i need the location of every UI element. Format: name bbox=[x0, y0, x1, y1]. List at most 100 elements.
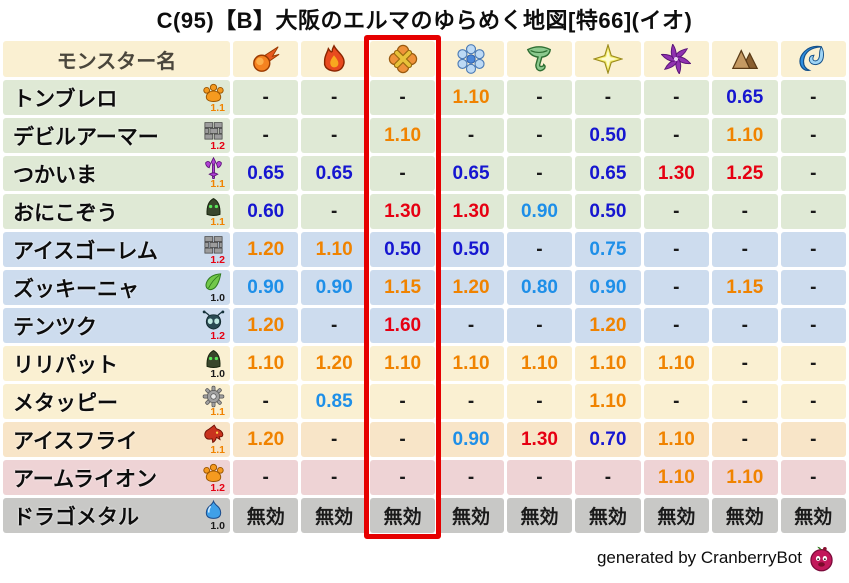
value-cell: 0.50 bbox=[438, 232, 504, 267]
value-cell: - bbox=[301, 422, 367, 457]
value-cell: 0.90 bbox=[233, 270, 299, 305]
table-row: トンブレロ 1.1- - -1.10- - -0.65- bbox=[3, 80, 846, 115]
table-row: メタッピー 1.1-0.85- - -1.10- - - bbox=[3, 384, 846, 419]
slime-icon bbox=[202, 499, 225, 522]
monster-name-cell: リリパット 1.0 bbox=[3, 346, 230, 381]
monster-icon-stack: 1.0 bbox=[202, 271, 225, 304]
leaf-icon bbox=[202, 271, 225, 294]
cranberry-bot-icon bbox=[808, 545, 835, 572]
monster-scale: 1.1 bbox=[210, 406, 225, 419]
value-cell: 無効 bbox=[438, 498, 504, 533]
value-cell: 1.25 bbox=[712, 156, 778, 191]
monster-table-body: トンブレロ 1.1- - -1.10- - -0.65- デビルアーマー 1.2- -1.10-… bbox=[3, 80, 846, 533]
monster-name: デビルアーマー bbox=[13, 125, 159, 149]
value-cell: 0.65 bbox=[575, 156, 641, 191]
value-cell: - bbox=[575, 80, 641, 115]
value-cell: - bbox=[780, 346, 846, 381]
value-cell: - bbox=[233, 80, 299, 115]
value-cell: - bbox=[575, 460, 641, 495]
table-row: デビルアーマー 1.2- -1.10- -0.50-1.10- bbox=[3, 118, 846, 153]
value-cell: 無効 bbox=[369, 498, 436, 533]
monster-name-cell: つかいま 1.1 bbox=[3, 156, 230, 191]
monster-icon-stack: 1.1 bbox=[202, 385, 225, 418]
monster-name: アイスゴーレム bbox=[13, 239, 158, 263]
value-cell: - bbox=[506, 80, 573, 115]
monster-icon-stack: 1.2 bbox=[202, 309, 225, 342]
value-cell: - bbox=[506, 384, 573, 419]
value-cell: - bbox=[643, 270, 710, 305]
value-cell: - bbox=[780, 80, 846, 115]
monster-scale: 1.2 bbox=[210, 254, 225, 267]
value-cell: 無効 bbox=[301, 498, 367, 533]
monster-name: ドラゴメタル bbox=[13, 505, 139, 529]
value-cell: 0.70 bbox=[575, 422, 641, 457]
value-cell: 1.10 bbox=[233, 346, 299, 381]
monster-icon-stack: 1.2 bbox=[202, 233, 225, 266]
value-cell: 無効 bbox=[712, 498, 778, 533]
value-cell: 1.10 bbox=[369, 346, 436, 381]
table-row: リリパット 1.0 1.10 1.20 1.10 1.10 1.10 1.10 1.10- - bbox=[3, 346, 846, 381]
value-cell: 1.10 bbox=[643, 346, 710, 381]
value-cell: 0.50 bbox=[369, 232, 436, 267]
monster-icon-stack: 1.1 bbox=[202, 81, 225, 114]
value-cell: 1.10 bbox=[506, 346, 573, 381]
value-cell: - bbox=[301, 194, 367, 229]
value-cell: 0.50 bbox=[575, 118, 641, 153]
mountain-icon bbox=[730, 44, 760, 74]
monster-scale: 1.2 bbox=[210, 330, 225, 343]
gear-icon bbox=[202, 385, 225, 408]
monster-icon-stack: 1.2 bbox=[202, 119, 225, 152]
value-cell: 無効 bbox=[575, 498, 641, 533]
bug-icon bbox=[202, 309, 225, 332]
monster-scale: 1.1 bbox=[210, 444, 225, 457]
element-header-doruma bbox=[643, 41, 710, 77]
monster-name-cell: テンツク 1.2 bbox=[3, 308, 230, 343]
value-cell: 0.65 bbox=[438, 156, 504, 191]
element-header-hyado bbox=[438, 41, 504, 77]
table-row: おにこぞう 1.1 0.60-1.30 1.30 0.90 0.50- - - bbox=[3, 194, 846, 229]
value-cell: 0.90 bbox=[438, 422, 504, 457]
value-cell: 1.10 bbox=[438, 80, 504, 115]
monster-scale: 1.0 bbox=[210, 520, 225, 533]
value-cell: - bbox=[712, 232, 778, 267]
monster-scale: 1.2 bbox=[210, 140, 225, 153]
credit-text: generated by CranberryBot bbox=[596, 548, 802, 567]
value-cell: 1.15 bbox=[712, 270, 778, 305]
value-cell: - bbox=[369, 460, 436, 495]
table-row: テンツク 1.2 1.20-1.60- -1.20- - - bbox=[3, 308, 846, 343]
monster-name: リリパット bbox=[13, 353, 118, 377]
monster-icon-stack: 1.2 bbox=[202, 461, 225, 494]
paw-icon bbox=[202, 81, 225, 104]
monster-name: アイスフライ bbox=[13, 429, 138, 453]
value-cell: 無効 bbox=[233, 498, 299, 533]
monster-name: トンブレロ bbox=[13, 87, 118, 111]
value-cell: - bbox=[369, 80, 436, 115]
explosion-icon bbox=[388, 44, 418, 74]
value-cell: 1.30 bbox=[506, 422, 573, 457]
element-header-dein bbox=[575, 41, 641, 77]
value-cell: - bbox=[369, 156, 436, 191]
value-cell: - bbox=[438, 308, 504, 343]
value-cell: - bbox=[369, 384, 436, 419]
footer: generated by CranberryBot bbox=[0, 536, 849, 580]
value-cell: - bbox=[438, 460, 504, 495]
element-header-mera bbox=[233, 41, 299, 77]
monster-name-cell: メタッピー 1.1 bbox=[3, 384, 230, 419]
page-title: C(95)【B】大阪のエルマのゆらめく地図[特66](イオ) bbox=[156, 8, 693, 33]
monster-icon-stack: 1.1 bbox=[202, 157, 225, 190]
monster-table: モンスター名 トンブレロ 1.1- - -1.10- - -0.65- デビルアーマー 1.2… bbox=[0, 38, 849, 536]
value-cell: 1.15 bbox=[369, 270, 436, 305]
value-cell: 0.60 bbox=[233, 194, 299, 229]
table-row: ドラゴメタル 1.0 無効 無効 無効 無効 無効 無効 無効 無効 無効 bbox=[3, 498, 846, 533]
snowflake-icon bbox=[456, 44, 486, 74]
value-cell: 0.90 bbox=[301, 270, 367, 305]
monster-icon-stack: 1.0 bbox=[202, 347, 225, 380]
value-cell: - bbox=[643, 384, 710, 419]
monster-name: ズッキーニャ bbox=[13, 277, 139, 301]
value-cell: 0.75 bbox=[575, 232, 641, 267]
value-cell: 1.30 bbox=[438, 194, 504, 229]
monster-name: おにこぞう bbox=[13, 201, 118, 225]
value-cell: - bbox=[233, 118, 299, 153]
monster-scale: 1.0 bbox=[210, 368, 225, 381]
